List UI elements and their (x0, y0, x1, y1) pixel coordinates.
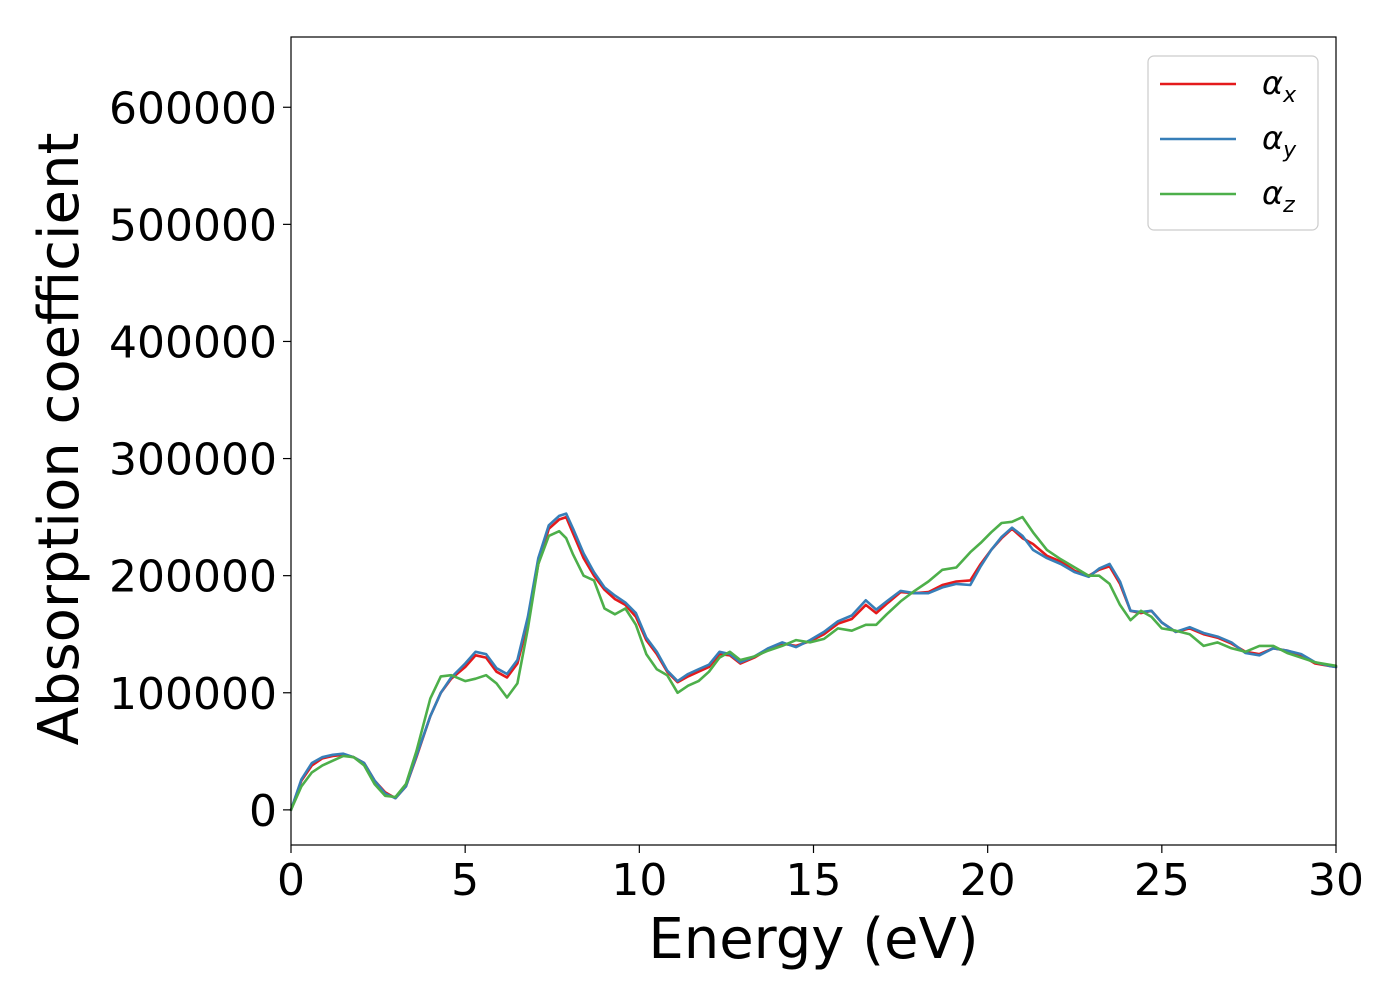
y-tick-label: 200000 (109, 552, 277, 603)
x-tick-label: 15 (786, 855, 842, 906)
legend-box (1147, 55, 1319, 231)
x-tick-label: 5 (451, 855, 479, 906)
x-tick-label: 25 (1134, 855, 1190, 906)
y-tick-label: 400000 (109, 317, 277, 368)
series-layer (289, 512, 1338, 812)
y-tick-label: 500000 (109, 200, 277, 251)
x-tick-label: 30 (1308, 855, 1364, 906)
legend-label-x: αx (1262, 64, 1297, 108)
y-axis: 0 100000 200000 300000 400000 500000 600000 (109, 83, 291, 837)
legend-label-z: αz (1262, 174, 1295, 218)
x-tick-label: 0 (277, 855, 305, 906)
x-tick-label: 10 (611, 855, 667, 906)
series-line-z (289, 515, 1338, 812)
y-axis-title: Absorption coefficient (27, 133, 92, 746)
x-tick-label: 20 (960, 855, 1016, 906)
x-axis: 0 5 10 15 20 25 30 (277, 845, 1364, 906)
y-tick-label: 300000 (109, 435, 277, 486)
y-tick-label: 0 (249, 786, 277, 837)
x-axis-title: Energy (eV) (648, 907, 978, 972)
y-tick-label: 100000 (109, 669, 277, 720)
legend-label-y: αy (1262, 119, 1297, 163)
legend: αx αy αz (1147, 55, 1319, 231)
y-tick-label: 600000 (109, 83, 277, 134)
